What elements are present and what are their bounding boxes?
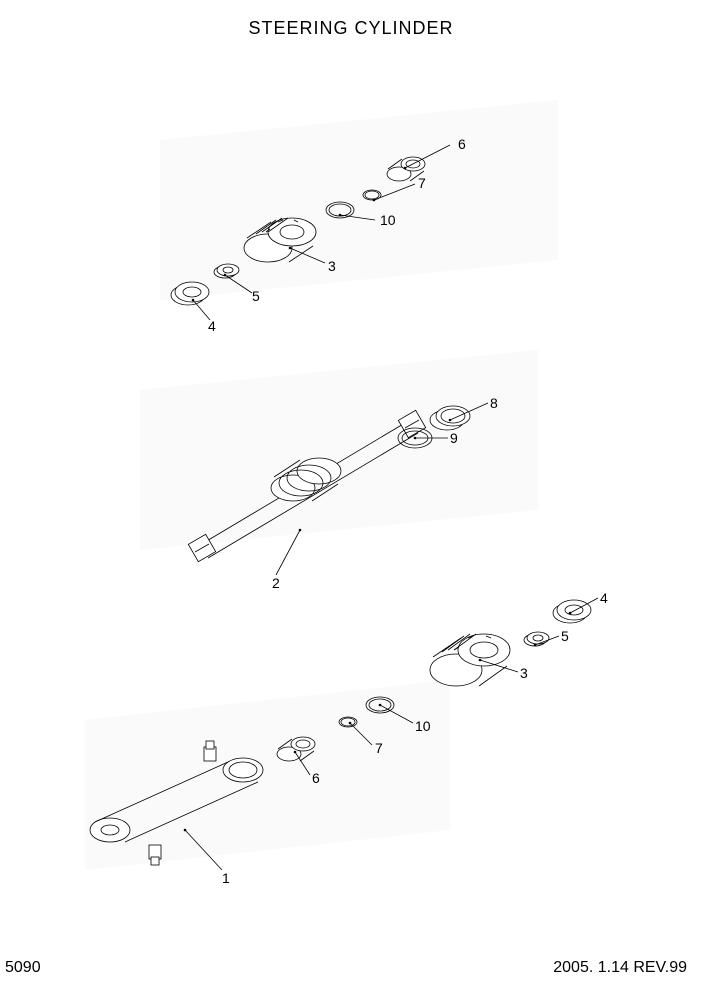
callout-3: 3 bbox=[328, 258, 336, 274]
callout-6: 6 bbox=[458, 136, 466, 152]
callout-10: 10 bbox=[415, 718, 431, 734]
callout-4: 4 bbox=[600, 590, 608, 606]
callout-4: 4 bbox=[208, 318, 216, 334]
callout-2: 2 bbox=[272, 575, 280, 591]
callout-1: 1 bbox=[222, 870, 230, 886]
panel-mid bbox=[140, 350, 538, 550]
panel-bottom bbox=[85, 680, 450, 870]
part-5-bottom bbox=[524, 632, 549, 646]
diagram-canvas bbox=[0, 0, 702, 992]
part-3-bottom bbox=[430, 634, 510, 686]
callout-7: 7 bbox=[375, 740, 383, 756]
callout-8: 8 bbox=[490, 395, 498, 411]
callout-10: 10 bbox=[380, 212, 396, 228]
callout-6: 6 bbox=[312, 770, 320, 786]
callout-7: 7 bbox=[418, 175, 426, 191]
callout-3: 3 bbox=[520, 665, 528, 681]
callout-5: 5 bbox=[561, 628, 569, 644]
callout-5: 5 bbox=[252, 288, 260, 304]
callout-9: 9 bbox=[450, 430, 458, 446]
